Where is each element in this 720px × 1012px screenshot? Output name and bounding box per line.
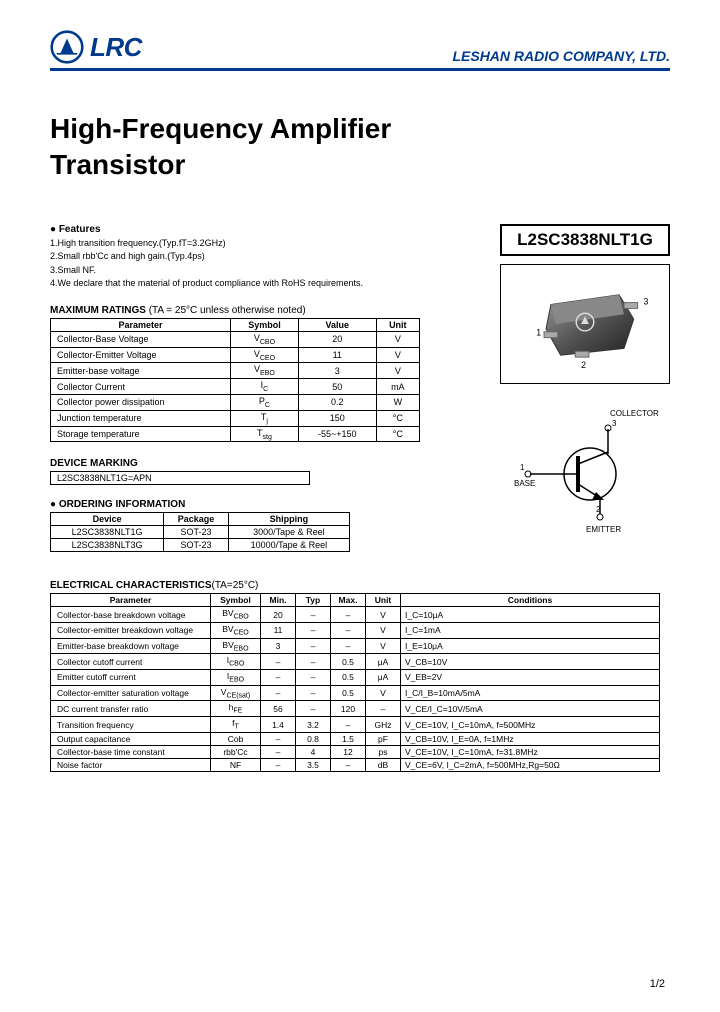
page-title: High-Frequency Amplifier Transistor (50, 111, 670, 184)
table-row: Noise factorNF–3.5–dBV_CE=6V, I_C=2mA, f… (51, 758, 660, 771)
schematic-diagram: COLLECTOR 3 1 BASE 2 EMITTER (500, 404, 670, 544)
part-number: L2SC3838NLT1G (500, 224, 670, 256)
svg-text:BASE: BASE (514, 479, 535, 488)
company-name: LESHAN RADIO COMPANY, LTD. (452, 48, 670, 64)
table-row: DC current transfer ratiohFE56–120–V_CE/… (51, 701, 660, 717)
table-row: Collector-base time constantrbb'Cc–412ps… (51, 745, 660, 758)
table-row: Output capacitanceCob–0.81.5pFV_CB=10V, … (51, 732, 660, 745)
table-row: Collector cutoff currentICBO––0.5μAV_CB=… (51, 654, 660, 670)
feature-item: 3.Small NF. (50, 264, 480, 278)
device-marking-heading: DEVICE MARKING (50, 458, 480, 469)
feature-item: 2.Small rbb'Cc and high gain.(Typ.4ps) (50, 250, 480, 264)
svg-text:1: 1 (520, 463, 525, 472)
table-row: L2SC3838NLT1GSOT-233000/Tape & Reel (51, 526, 350, 539)
electrical-heading: ELECTRICAL CHARACTERISTICS(TA=25°C) (50, 580, 670, 591)
svg-text:1: 1 (536, 327, 541, 337)
table-row: Junction temperatureTj150°C (51, 410, 420, 426)
table-row: Collector-emitter breakdown voltageBVCEO… (51, 623, 660, 639)
svg-text:3: 3 (644, 296, 649, 306)
table-row: Collector-Emitter VoltageVCEO11V (51, 347, 420, 363)
logo-text: LRC (90, 32, 142, 63)
device-marking-table: L2SC3838NLT1G=APN (50, 471, 310, 485)
features-heading: ● Features (50, 224, 480, 235)
ordering-table: Device Package Shipping L2SC3838NLT1GSOT… (50, 512, 350, 552)
ordering-heading: ● ORDERING INFORMATION (50, 499, 480, 510)
svg-text:EMITTER: EMITTER (586, 525, 621, 534)
table-row: Emitter-base breakdown voltageBVEBO3––VI… (51, 638, 660, 654)
logo-icon (50, 30, 84, 64)
logo: LRC (50, 30, 142, 64)
header: LRC LESHAN RADIO COMPANY, LTD. (50, 30, 670, 64)
svg-text:3: 3 (612, 419, 617, 428)
table-row: Emitter cutoff currentIEBO––0.5μAV_EB=2V (51, 670, 660, 686)
table-row: L2SC3838NLT3GSOT-2310000/Tape & Reel (51, 539, 350, 552)
table-row: Collector-emitter saturation voltageVCE(… (51, 685, 660, 701)
feature-item: 1.High transition frequency.(Typ.fT=3.2G… (50, 237, 480, 251)
max-ratings-table: Parameter Symbol Value Unit Collector-Ba… (50, 318, 420, 443)
svg-text:2: 2 (581, 360, 586, 370)
table-row: Collector-Base VoltageVCBO20V (51, 331, 420, 347)
table-row: Collector power dissipationPC0.2W (51, 394, 420, 410)
package-image: 1 2 3 (500, 264, 670, 384)
svg-text:2: 2 (596, 505, 601, 514)
table-row: Storage temperatureTstg-55~+150°C (51, 426, 420, 442)
electrical-table: Parameter Symbol Min. Typ Max. Unit Cond… (50, 593, 660, 772)
page-number: 1/2 (650, 978, 665, 990)
table-row: Collector-base breakdown voltageBVCBO20–… (51, 607, 660, 623)
table-row: Transition frequencyfT1.43.2–GHzV_CE=10V… (51, 717, 660, 733)
feature-item: 4.We declare that the material of produc… (50, 277, 480, 291)
svg-text:COLLECTOR: COLLECTOR (610, 409, 659, 418)
header-rule (50, 68, 670, 71)
table-row: Emitter-base voltageVEBO3V (51, 363, 420, 379)
max-ratings-heading: MAXIMUM RATINGS (TA = 25°C unless otherw… (50, 305, 480, 316)
features-list: 1.High transition frequency.(Typ.fT=3.2G… (50, 237, 480, 291)
table-row: Collector CurrentIC50mA (51, 379, 420, 395)
